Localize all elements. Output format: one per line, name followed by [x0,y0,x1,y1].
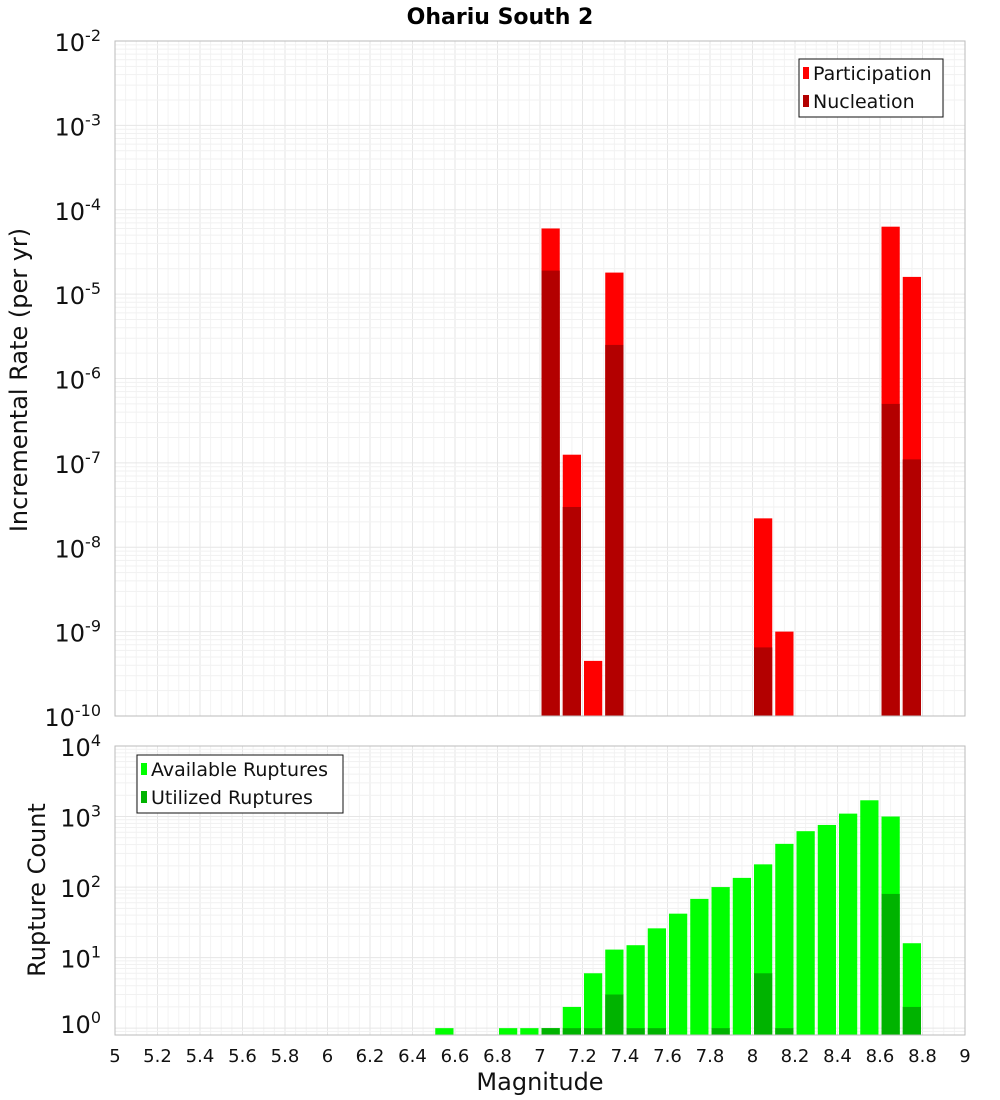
x-tick-label: 5.6 [228,1046,257,1067]
grid [114,40,966,717]
series-nucleation [541,270,921,716]
top-y-axis-label: Incremental Rate (per yr) [5,228,33,532]
bar [902,459,921,716]
legend-box [798,58,944,118]
legend-swatch [141,763,147,775]
y-tick-label: 10-3 [55,110,102,141]
count-panel: 100 101 102 103 104 5 5.2 5.4 5.6 5.8 6 6.2 6.4 6.6 6.… [60,731,970,1067]
bar [669,913,688,1035]
x-tick-label: 5.4 [186,1046,215,1067]
chart-title: Ohariu South 2 [407,5,594,30]
bottom-y-axis-label: Rupture Count [23,803,51,977]
y-tick-label: 10-6 [55,364,102,395]
bar [775,631,794,716]
plot-frame [114,745,966,1036]
bar [647,928,666,1035]
bar [860,800,879,1035]
y-tick-labels: 10-10 10-9 10-8 10-7 10-6 10-5 10-4 10-3 10-2 [44,26,101,732]
bar [839,813,858,1035]
bar [881,403,900,716]
y-tick-label: 10-8 [55,532,102,563]
bar [541,270,560,716]
bar [562,1028,581,1035]
x-tick-label: 9 [959,1046,970,1067]
bar [902,1006,921,1035]
x-tick-label: 5 [109,1046,120,1067]
bar [584,973,603,1035]
y-tick-labels: 100 101 102 103 104 [60,731,101,1039]
bar [562,506,581,716]
bar [775,1028,794,1035]
y-tick-label: 10-5 [55,279,102,310]
y-tick-label: 10-2 [55,26,102,57]
bar [796,831,815,1035]
plot-frame [114,40,966,717]
bar [711,887,730,1035]
x-tick-label: 8.4 [823,1046,852,1067]
bar [754,973,773,1035]
bar [520,1028,539,1035]
bar [817,824,836,1035]
x-tick-label: 7 [534,1046,545,1067]
bar [499,1028,518,1035]
bar [605,994,624,1035]
y-tick-label: 10-9 [55,617,102,648]
y-tick-label: 10-10 [44,701,101,732]
x-tick-label: 6.8 [483,1046,512,1067]
legend-label: Available Ruptures [151,759,328,781]
x-tick-label: 7.2 [568,1046,597,1067]
y-tick-label: 102 [60,872,101,903]
bar [435,1028,454,1035]
bar [626,1028,645,1035]
bar [626,945,645,1035]
x-tick-labels: 5 5.2 5.4 5.6 5.8 6 6.2 6.4 6.6 6.8 7 7.2 7.4 7.6 7.8 8… [109,1046,970,1067]
bar [775,843,794,1035]
series-utilized-ruptures [541,893,921,1035]
bar [754,647,773,716]
x-tick-label: 6 [322,1046,333,1067]
x-tick-label: 6.4 [398,1046,427,1067]
legend: Participation Nucleation [798,58,944,118]
x-tick-label: 8.2 [781,1046,810,1067]
y-tick-label: 10-7 [55,448,102,479]
x-tick-label: 8.6 [866,1046,895,1067]
legend-swatch [803,67,809,79]
legend-label: Participation [813,63,932,85]
bar [584,1028,603,1035]
legend-label: Nucleation [813,91,915,113]
bar [732,877,751,1035]
bar [562,1006,581,1035]
x-tick-label: 5.8 [271,1046,300,1067]
bar [541,1028,560,1035]
y-tick-label: 10-4 [55,195,102,226]
y-tick-label: 103 [60,802,101,833]
y-tick-label: 100 [60,1008,101,1039]
bar [881,893,900,1035]
y-tick-label: 104 [60,731,101,762]
x-tick-label: 7.6 [653,1046,682,1067]
x-tick-label: 7.8 [696,1046,725,1067]
bar [711,1028,730,1035]
legend-box [136,754,344,814]
bar [605,344,624,716]
bar [584,660,603,716]
x-tick-label: 8 [747,1046,758,1067]
x-axis-label: Magnitude [476,1068,603,1096]
rate-panel: 10-10 10-9 10-8 10-7 10-6 10-5 10-4 10-3 10-2 Par… [44,26,966,732]
x-tick-label: 7.4 [611,1046,640,1067]
x-tick-label: 6.6 [441,1046,470,1067]
bar [647,1028,666,1035]
legend-label: Utilized Ruptures [151,787,313,809]
bar [690,898,709,1035]
x-tick-label: 6.2 [356,1046,385,1067]
y-tick-label: 101 [60,943,101,974]
legend-swatch [141,791,147,803]
legend-swatch [803,95,809,107]
x-tick-label: 5.2 [143,1046,172,1067]
x-tick-label: 8.8 [908,1046,937,1067]
legend: Available Ruptures Utilized Ruptures [136,754,344,814]
